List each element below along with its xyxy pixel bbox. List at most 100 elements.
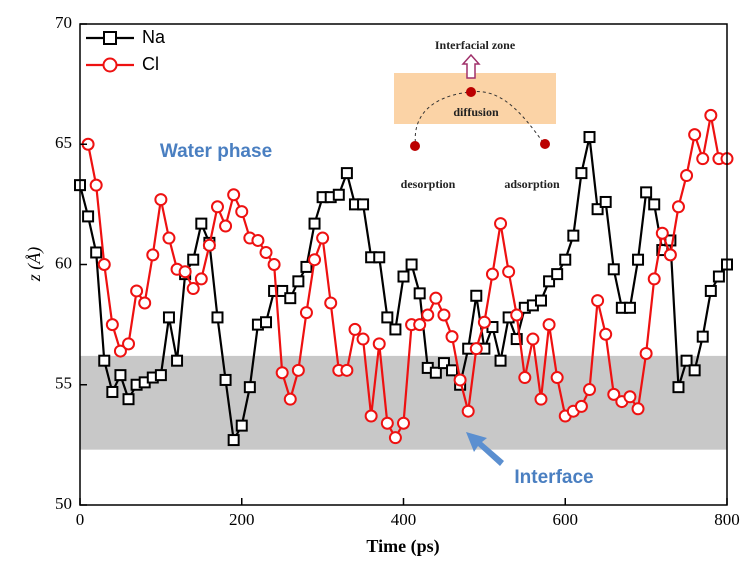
point <box>235 205 249 219</box>
point <box>292 275 305 288</box>
legend: Na Cl <box>86 27 166 74</box>
x-tick-label: 600 <box>553 510 579 529</box>
point <box>300 260 313 273</box>
point <box>671 200 685 214</box>
point <box>267 258 281 271</box>
point <box>340 167 353 180</box>
point <box>494 354 507 367</box>
y-tick-label: 60 <box>55 253 72 272</box>
point <box>461 404 475 418</box>
annotation: Interface <box>514 467 593 488</box>
point <box>308 217 321 230</box>
point <box>397 270 410 283</box>
y-tick-label: 55 <box>55 374 72 393</box>
point <box>210 200 224 214</box>
point <box>648 198 661 211</box>
point <box>688 128 702 142</box>
legend-label: Na <box>142 27 166 47</box>
point <box>477 315 491 329</box>
point <box>559 253 572 266</box>
point <box>178 265 192 279</box>
point <box>397 416 410 430</box>
point <box>82 210 95 223</box>
point <box>89 178 103 192</box>
point <box>227 434 240 447</box>
point <box>663 248 677 262</box>
point <box>219 219 233 233</box>
point <box>259 245 273 259</box>
point <box>551 268 564 281</box>
point <box>162 311 175 324</box>
point <box>332 188 345 201</box>
point <box>647 272 661 286</box>
x-tick-label: 0 <box>76 510 85 529</box>
point <box>429 291 443 305</box>
point <box>130 284 144 298</box>
point <box>171 354 184 367</box>
point <box>162 231 176 245</box>
point <box>469 342 483 356</box>
point <box>542 318 556 332</box>
annotation: Water phase <box>160 141 272 162</box>
inset-box <box>394 73 556 124</box>
point <box>688 364 701 377</box>
point <box>202 238 216 252</box>
annotation: diffusion <box>453 105 499 119</box>
x-tick-label: 400 <box>391 510 417 529</box>
point <box>623 301 636 314</box>
point <box>623 390 637 404</box>
point <box>429 366 442 379</box>
point <box>276 284 289 297</box>
point <box>591 294 605 308</box>
point <box>105 318 119 332</box>
point <box>389 323 402 336</box>
inset-dot <box>540 139 550 149</box>
point <box>680 169 694 183</box>
point <box>712 270 725 283</box>
point <box>194 272 208 286</box>
point <box>381 311 394 324</box>
point <box>284 292 297 305</box>
point <box>607 387 621 401</box>
point <box>470 289 483 302</box>
inset-arrow <box>461 53 481 79</box>
point <box>543 275 556 288</box>
point <box>219 373 232 386</box>
point <box>583 131 596 144</box>
point <box>421 308 435 322</box>
point <box>211 311 224 324</box>
point <box>113 344 127 358</box>
point <box>445 330 459 344</box>
x-tick-label: 200 <box>229 510 255 529</box>
legend-marker <box>103 31 117 45</box>
point <box>97 258 111 271</box>
point <box>639 346 653 360</box>
point <box>227 188 241 202</box>
annotation: Interfacial zone <box>435 38 516 52</box>
point <box>364 409 378 423</box>
point <box>98 354 111 367</box>
point <box>510 308 524 322</box>
point <box>243 381 256 394</box>
inset-dot <box>410 141 420 151</box>
interface-arrow <box>466 432 504 466</box>
point <box>122 393 135 406</box>
point <box>122 337 136 351</box>
point <box>672 381 685 394</box>
point <box>154 193 168 207</box>
point <box>704 108 718 122</box>
point <box>704 284 717 297</box>
point <box>591 203 604 216</box>
y-tick-label: 50 <box>55 494 72 513</box>
point <box>510 333 523 346</box>
point <box>413 287 426 300</box>
y-tick-label: 65 <box>55 133 72 152</box>
y-axis-label: z (Å) <box>24 247 45 283</box>
point <box>574 399 588 413</box>
point <box>437 357 450 370</box>
point <box>640 186 653 199</box>
point <box>631 402 645 416</box>
point <box>583 383 597 397</box>
point <box>599 327 613 341</box>
